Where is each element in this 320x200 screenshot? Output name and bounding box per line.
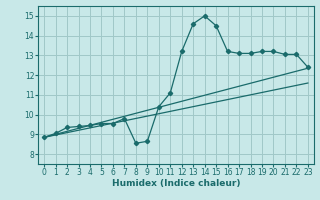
X-axis label: Humidex (Indice chaleur): Humidex (Indice chaleur) bbox=[112, 179, 240, 188]
